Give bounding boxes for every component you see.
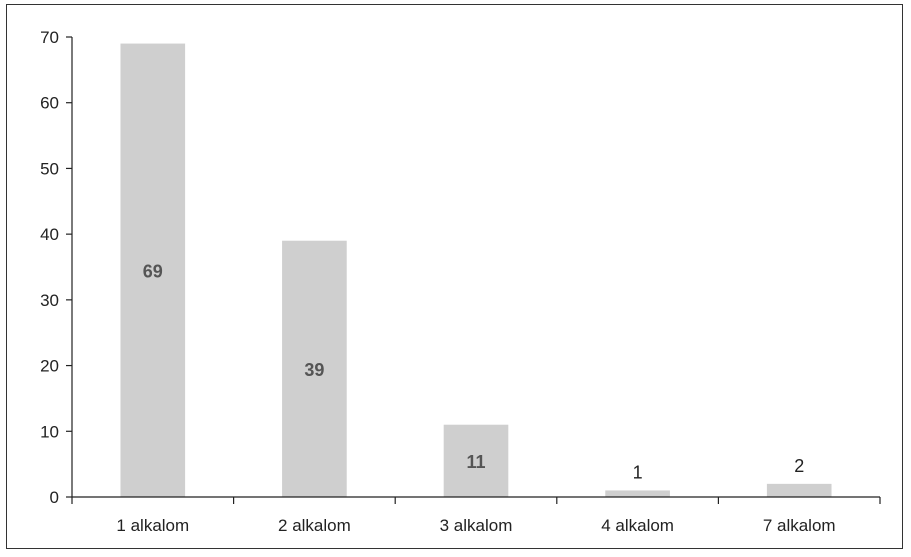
- y-tick-label-60: 60: [40, 94, 59, 113]
- bar-2: [282, 240, 347, 497]
- y-tick-label-50: 50: [40, 159, 59, 178]
- y-tick-label-70: 70: [40, 28, 59, 47]
- x-tick-label-4: 4 alkalom: [601, 516, 674, 535]
- y-tick-label-10: 10: [40, 422, 59, 441]
- y-tick-label-20: 20: [40, 357, 59, 376]
- data-label-2: 39: [304, 360, 324, 380]
- x-tick-label-1: 1 alkalom: [116, 516, 189, 535]
- bars-layer: [120, 43, 832, 497]
- x-tick-label-2: 2 alkalom: [278, 516, 351, 535]
- x-tick-label-3: 3 alkalom: [440, 516, 513, 535]
- axes-layer: 0 10 20 30 40 50 60 70 1 alkalom 2 alkalom 3 alkal…: [40, 28, 881, 535]
- bar-3: [443, 424, 509, 497]
- data-label-4: 1: [633, 462, 643, 482]
- y-tick-label-40: 40: [40, 225, 59, 244]
- bar-5: [766, 483, 832, 497]
- bar-1: [120, 43, 186, 497]
- y-tick-label-0: 0: [50, 488, 59, 507]
- bar-4: [605, 490, 670, 497]
- x-tick-label-5: 7 alkalom: [763, 516, 836, 535]
- data-label-5: 2: [794, 456, 804, 476]
- y-tick-label-30: 30: [40, 291, 59, 310]
- data-label-3: 11: [466, 452, 485, 472]
- data-label-1: 69: [143, 261, 163, 281]
